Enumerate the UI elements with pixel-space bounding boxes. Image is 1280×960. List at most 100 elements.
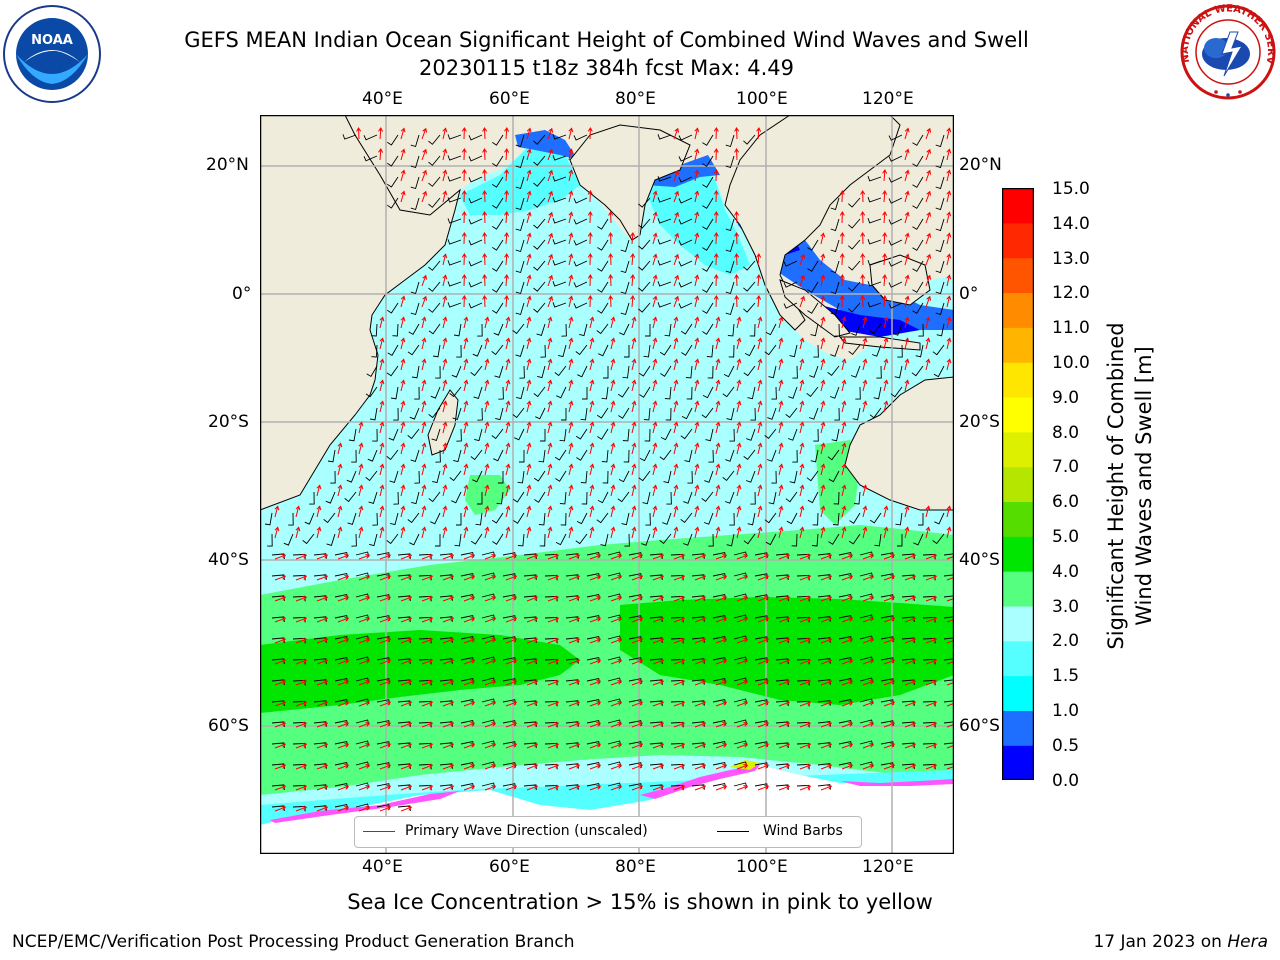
wave-direction-arrow — [736, 337, 742, 350]
wave-direction-arrow — [568, 316, 574, 329]
wave-direction-arrow — [694, 442, 700, 455]
wave-direction-arrow — [883, 316, 889, 329]
wind-barb — [581, 491, 588, 505]
wave-direction-arrow — [715, 421, 721, 434]
wave-direction-arrow — [652, 764, 665, 770]
wind-barb — [544, 574, 558, 581]
colorbar-tick: 2.0 — [1052, 631, 1080, 651]
wind-barb — [867, 281, 882, 287]
wind-barb — [492, 218, 504, 230]
wind-barb — [451, 491, 462, 504]
wave-direction-arrow — [442, 617, 455, 623]
wave-direction-arrow — [778, 554, 791, 560]
wave-direction-arrow — [421, 379, 427, 392]
wave-direction-arrow — [757, 659, 770, 665]
wave-direction-arrow — [925, 617, 938, 623]
wave-direction-arrow — [358, 659, 371, 665]
wind-barb — [418, 574, 432, 581]
wind-barb — [601, 449, 609, 463]
wind-barb — [573, 218, 588, 225]
wave-direction-arrow — [883, 743, 896, 749]
wave-direction-arrow — [778, 638, 791, 644]
wave-direction-arrow — [630, 253, 636, 266]
wind-barb — [454, 533, 462, 547]
wind-barb — [725, 155, 735, 169]
wind-barb — [702, 386, 714, 399]
wind-barb — [685, 365, 693, 379]
wave-direction-arrow — [526, 379, 532, 392]
wind-barb — [850, 365, 861, 378]
wind-barb — [639, 449, 651, 462]
wave-direction-arrow — [587, 253, 593, 266]
wind-barb — [702, 323, 714, 335]
wind-barb — [596, 512, 609, 524]
wave-direction-arrow — [482, 190, 488, 203]
wave-direction-arrow — [673, 169, 680, 182]
wave-direction-arrow — [862, 701, 875, 707]
wind-barb — [680, 512, 693, 524]
wave-direction-arrow — [547, 617, 560, 623]
wave-direction-arrow — [379, 484, 385, 497]
wave-direction-arrow — [631, 680, 644, 686]
wave-direction-arrow — [631, 337, 637, 350]
wind-barb — [785, 407, 798, 419]
wind-barb — [431, 428, 441, 441]
wind-barb — [519, 450, 525, 463]
wind-barb — [418, 721, 432, 728]
wind-barb — [811, 533, 819, 547]
wave-direction-arrow — [715, 764, 728, 770]
wind-barb — [539, 533, 546, 547]
wave-direction-arrow — [946, 148, 952, 161]
wind-barb — [701, 407, 714, 419]
wave-direction-arrow — [694, 701, 707, 707]
wave-direction-arrow — [379, 638, 392, 644]
wind-barb — [670, 784, 684, 791]
wave-direction-arrow — [757, 701, 770, 707]
wave-direction-arrow — [589, 379, 595, 392]
wave-direction-arrow — [337, 785, 350, 791]
wave-direction-arrow — [400, 316, 406, 329]
wind-barb — [830, 218, 840, 232]
wind-barb — [806, 470, 819, 482]
wave-direction-arrow — [736, 400, 742, 413]
footer-date: 17 Jan 2023 on Hera — [1093, 932, 1268, 952]
wind-barb — [888, 302, 903, 309]
colorbar-tick: 13.0 — [1052, 249, 1090, 269]
wave-direction-arrow — [316, 764, 329, 770]
wave-direction-arrow — [358, 575, 371, 581]
wave-direction-arrow — [694, 764, 707, 770]
wave-direction-arrow — [673, 274, 680, 287]
wave-direction-arrow — [736, 379, 742, 392]
wave-direction-arrow — [337, 442, 343, 455]
wave-direction-arrow — [274, 806, 287, 812]
wave-direction-arrow — [526, 596, 539, 602]
wind-barb — [472, 470, 483, 483]
wind-barb — [746, 428, 756, 441]
map-title-line1: GEFS MEAN Indian Ocean Significant Heigh… — [184, 28, 1029, 52]
wave-direction-arrow — [946, 764, 954, 770]
wave-direction-arrow — [400, 526, 406, 539]
wind-barb — [512, 491, 525, 503]
wave-direction-arrow — [820, 596, 833, 602]
wave-direction-arrow — [504, 232, 510, 245]
wave-direction-arrow — [484, 421, 490, 434]
wave-direction-arrow — [652, 554, 665, 560]
wave-direction-arrow — [715, 680, 728, 686]
wind-barb — [922, 637, 936, 644]
wave-direction-arrow — [820, 358, 826, 371]
wave-direction-arrow — [673, 316, 679, 329]
wave-direction-arrow — [799, 596, 812, 602]
wave-direction-arrow — [463, 575, 476, 581]
wave-direction-arrow — [547, 148, 554, 161]
wave-direction-arrow — [841, 442, 847, 455]
wind-barb — [596, 323, 609, 335]
noaa-logo-text: NOAA — [31, 33, 73, 48]
wave-direction-arrow — [734, 274, 740, 287]
wind-barb — [533, 155, 546, 166]
wind-barb — [453, 449, 462, 463]
wind-barb — [722, 470, 735, 482]
colorbar-tick: 3.0 — [1052, 597, 1080, 617]
wind-barb — [725, 302, 735, 316]
wave-direction-arrow — [589, 442, 595, 455]
wave-direction-arrow — [421, 575, 434, 581]
